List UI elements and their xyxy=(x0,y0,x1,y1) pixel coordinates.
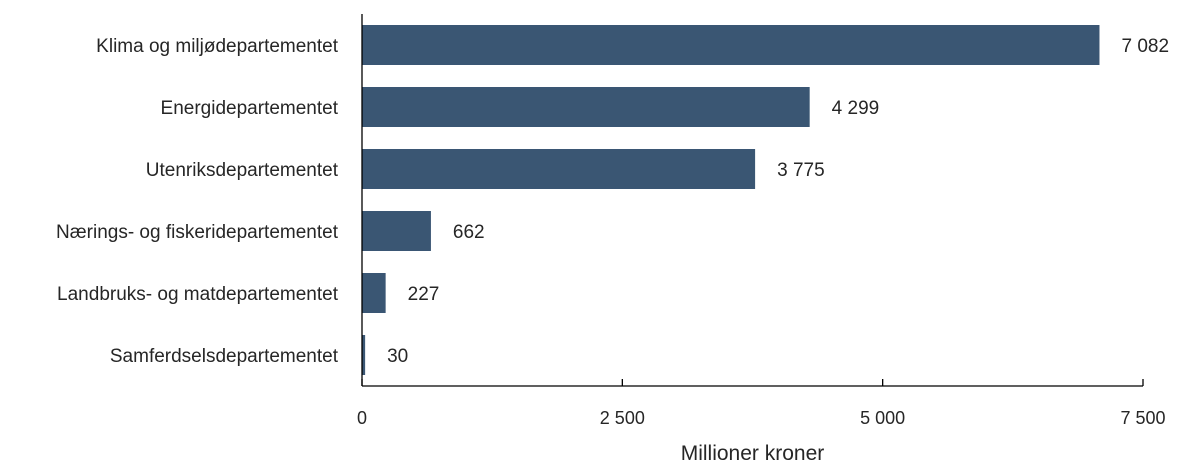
x-tick-label-2: 5 000 xyxy=(860,408,905,428)
value-label-5: 30 xyxy=(387,346,408,367)
bar-5 xyxy=(362,335,366,375)
category-label-4: Landbruks- og matdepartementet xyxy=(57,284,339,305)
bars-group xyxy=(362,25,1100,375)
bar-1 xyxy=(362,87,810,127)
category-label-2: Utenriksdepartementet xyxy=(146,160,339,181)
bar-4 xyxy=(362,273,386,313)
category-label-5: Samferdselsdepartementet xyxy=(110,346,339,367)
bar-0 xyxy=(362,25,1100,65)
category-labels: Klima og miljødepartementet Energideparte… xyxy=(56,36,339,367)
category-label-1: Energidepartementet xyxy=(161,98,339,119)
category-label-0: Klima og miljødepartementet xyxy=(96,36,339,57)
value-label-3: 662 xyxy=(453,222,485,243)
value-labels: 7 082 4 299 3 775 662 227 30 xyxy=(387,36,1169,367)
x-tick-label-3: 7 500 xyxy=(1120,408,1165,428)
value-label-4: 227 xyxy=(408,284,440,305)
value-label-2: 3 775 xyxy=(777,160,825,181)
x-tick-label-1: 2 500 xyxy=(600,408,645,428)
value-label-1: 4 299 xyxy=(832,98,880,119)
x-axis-title: Millioner kroner xyxy=(681,442,825,465)
bar-3 xyxy=(362,211,431,251)
x-tick-label-0: 0 xyxy=(357,408,367,428)
category-label-3: Nærings- og fiskeridepartementet xyxy=(56,222,339,243)
bar-2 xyxy=(362,149,756,189)
value-label-0: 7 082 xyxy=(1121,36,1169,57)
x-axis-ticks: 0 2 500 5 000 7 500 xyxy=(357,379,1166,428)
